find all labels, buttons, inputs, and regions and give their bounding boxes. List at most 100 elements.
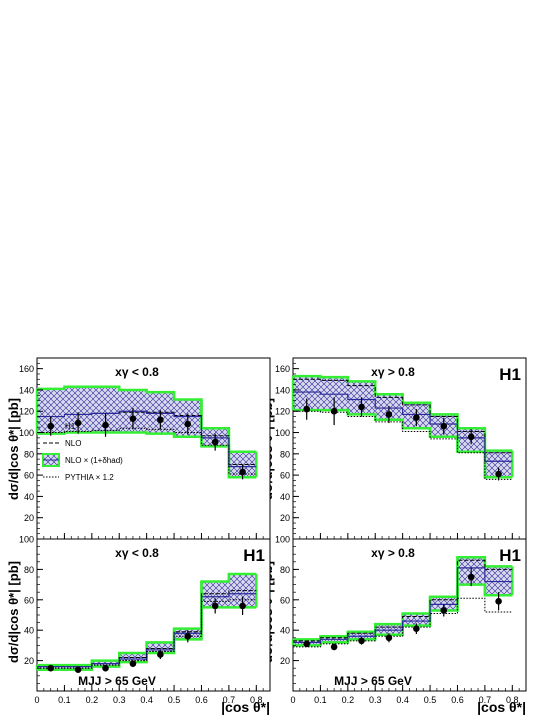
data-point [211, 438, 219, 446]
data-point [358, 403, 365, 411]
panel-top-left: 20 40 60 80 100 120 140 160 xγ < 0.8 [19, 357, 271, 540]
x-tick-label: 0.8 [506, 695, 519, 705]
y-tick-label: 140 [275, 385, 290, 395]
x-tick-label: 0.4 [396, 695, 409, 705]
panel-label: xγ > 0.8 [371, 546, 415, 560]
panel-bottom-right: 20 40 60 80 100 0 0.1 0.2 0.3 0.4 0.5 0.6 0.7 0.8 xγ >… [275, 535, 527, 705]
panel-label: xγ < 0.8 [115, 365, 159, 379]
h1-label: H1 [499, 365, 521, 384]
x-tick-label: 0.3 [113, 695, 126, 705]
panel-top-right: 20 40 60 80 100 120 140 160 xγ > 0.8 H1 [275, 357, 527, 540]
data-point [440, 607, 448, 614]
nlo-band-bin [146, 642, 175, 653]
y-tick-label: 60 [280, 595, 290, 605]
data-point [495, 470, 502, 478]
panel-label: xγ > 0.8 [371, 365, 415, 379]
legend-nlo-had-label: NLO × (1+δhad) [65, 456, 123, 465]
data-point [47, 664, 55, 672]
y-tick-label: 60 [24, 471, 34, 481]
plot-frame [36, 357, 271, 540]
ylabel-top-left: dσ/d|cos θ*| [pb] [6, 398, 21, 500]
data-point [129, 660, 137, 667]
panel-bottom-left: 20 40 60 80 100 0 0.1 0.2 0.3 0.4 0.5 0.6 0.7 0.8 xγ <… [19, 535, 271, 705]
x-tick-label: 0.7 [479, 695, 492, 705]
data-point [495, 598, 502, 605]
data-point [330, 407, 338, 415]
legend-pythia-label: PYTHIA × 1.2 [65, 473, 114, 482]
data-point [102, 421, 109, 429]
data-point [385, 634, 393, 642]
data-point [239, 602, 246, 610]
x-tick-label: 0.2 [86, 695, 99, 705]
data-point [330, 643, 338, 651]
data-point [467, 433, 475, 441]
y-tick-label: 100 [19, 428, 34, 438]
y-tick-label: 40 [24, 492, 34, 502]
data-point [74, 666, 82, 674]
y-tick-label: 20 [24, 513, 34, 523]
y-tick-label: 140 [19, 385, 34, 395]
h1-label: H1 [243, 546, 265, 565]
y-tick-label: 100 [275, 535, 290, 545]
y-tick-label: 80 [280, 449, 290, 459]
xlabel-bottom-right: |cos θ*| [477, 699, 526, 715]
nlo-band-bin [484, 566, 513, 596]
y-tick-label: 40 [280, 492, 290, 502]
y-tick-label: 100 [275, 428, 290, 438]
data-point [184, 632, 192, 640]
x-tick-label: 0.1 [314, 695, 327, 705]
y-tick-label: 60 [280, 471, 290, 481]
data-point [303, 405, 311, 413]
y-tick-label: 80 [24, 565, 34, 575]
x-tick-label: 0.7 [223, 695, 236, 705]
y-tick-label: 160 [19, 364, 34, 374]
data-point [358, 637, 365, 645]
data-point [303, 640, 311, 648]
band-lower-edge [37, 431, 257, 479]
data-point [157, 416, 164, 424]
y-tick-label: 40 [24, 626, 34, 636]
data-point [129, 415, 137, 422]
mjj-label: MJJ > 65 GeV [78, 674, 156, 688]
x-tick-label: 0 [290, 695, 295, 705]
y-tick-label: 20 [280, 656, 290, 666]
band-upper-edge [37, 385, 257, 453]
data-point [467, 573, 475, 581]
panel-label: xγ < 0.8 [115, 546, 159, 560]
x-tick-label: 0.2 [342, 695, 355, 705]
x-tick-label: 0.4 [140, 695, 153, 705]
y-tick-label: 160 [275, 364, 290, 374]
x-tick-label: 0.8 [250, 695, 263, 705]
nlo-band-bin [375, 624, 403, 635]
legend-h1-label: H1 [65, 422, 76, 431]
data-point [413, 414, 420, 421]
y-tick-label: 80 [280, 565, 290, 575]
xlabel-bottom-left: |cos θ*| [221, 699, 270, 715]
y-tick-label: 120 [19, 407, 34, 417]
legend: H1 NLO NLO × (1+δhad) PYTHIA × 1.2 [42, 422, 123, 482]
y-tick-label: 20 [24, 656, 34, 666]
x-tick-label: 0.5 [424, 695, 437, 705]
ylabel-bottom-left: dσ/d|cos θ*| [pb] [6, 561, 21, 663]
x-tick-label: 0.1 [58, 695, 71, 705]
y-tick-label: 20 [280, 513, 290, 523]
h1-label: H1 [499, 546, 521, 565]
legend-h1-marker [48, 423, 54, 429]
x-tick-label: 0.3 [369, 695, 382, 705]
x-tick-label: 0.5 [168, 695, 181, 705]
data-point [211, 602, 219, 610]
y-tick-label: 40 [280, 626, 290, 636]
y-tick-label: 120 [275, 407, 290, 417]
legend-nlo-label: NLO [65, 439, 81, 448]
data-point [184, 420, 192, 428]
data-point [413, 625, 420, 632]
data-point [385, 411, 393, 418]
x-tick-label: 0.6 [451, 695, 464, 705]
y-tick-label: 80 [24, 449, 34, 459]
y-tick-label: 100 [19, 535, 34, 545]
data-point [74, 419, 82, 427]
x-tick-label: 0 [34, 695, 39, 705]
pythia-line [37, 599, 257, 669]
mjj-label: MJJ > 65 GeV [334, 674, 412, 688]
y-tick-label: 60 [24, 595, 34, 605]
